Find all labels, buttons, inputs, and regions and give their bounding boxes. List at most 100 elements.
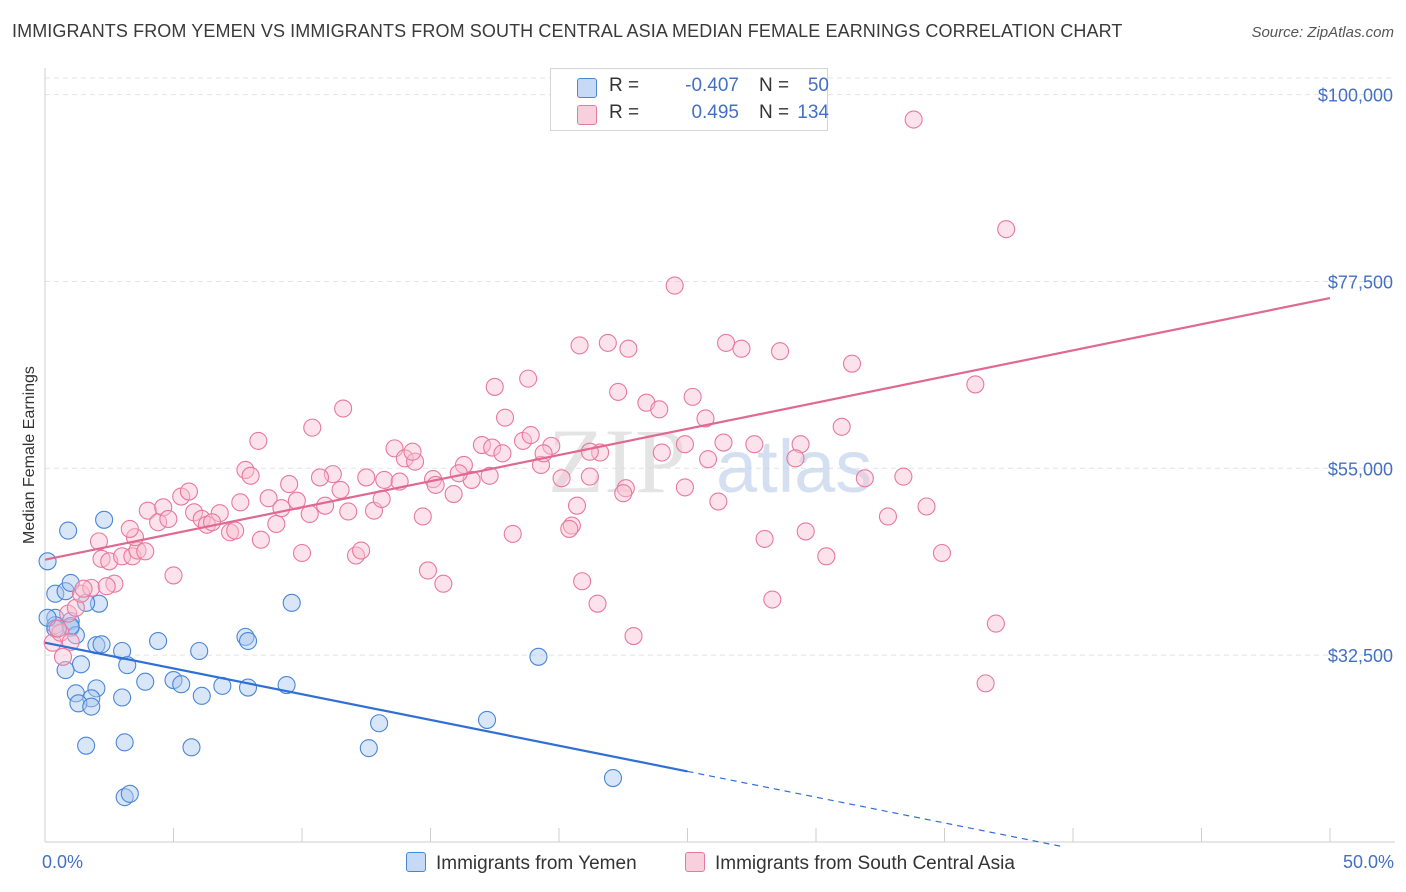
- yemen-point: [529, 647, 548, 666]
- south-central-asia-point: [292, 543, 312, 563]
- south-central-asia-point: [303, 418, 322, 437]
- x-tick-label-min: 0.0%: [42, 852, 84, 872]
- legend-r-value: 0.495: [691, 102, 739, 123]
- south-central-asia-point: [480, 466, 499, 485]
- correlation-legend: R = -0.407 N = 50 R = 0.495 N = 134: [550, 68, 829, 131]
- south-central-asia-point: [614, 484, 633, 503]
- yemen-point: [115, 733, 134, 752]
- south-central-asia-point: [580, 467, 599, 486]
- south-central-asia-point: [82, 578, 101, 597]
- yemen-point: [192, 686, 211, 705]
- south-central-asia-point: [66, 598, 85, 617]
- south-central-asia-point: [203, 513, 222, 532]
- south-central-asia-point: [675, 435, 694, 454]
- gridlines: [45, 77, 1395, 656]
- south-central-asia-point: [542, 436, 561, 455]
- y-tick-label: $77,500: [1328, 272, 1393, 292]
- south-central-asia-point: [418, 561, 437, 580]
- trend-lines: [44, 296, 1331, 847]
- south-central-asia-point: [179, 482, 198, 501]
- south-central-asia-point: [444, 484, 463, 504]
- yemen-point: [89, 594, 109, 613]
- south-central-asia-point: [609, 382, 628, 401]
- yemen-point: [59, 521, 78, 540]
- south-central-asia-point: [966, 375, 985, 394]
- south-central-asia-point: [434, 574, 453, 593]
- south-central-asia-point: [652, 443, 671, 462]
- trend-line-yemen-extension: [687, 770, 1061, 847]
- yemen-point: [238, 631, 258, 651]
- yemen-point: [115, 788, 134, 807]
- legend-r-label: R =: [609, 75, 640, 96]
- legend-n-label: N =: [759, 102, 790, 123]
- y-tick-label: $100,000: [1318, 86, 1393, 106]
- yemen-point: [71, 655, 91, 674]
- south-central-asia-point: [580, 442, 599, 461]
- south-central-asia-point: [745, 435, 764, 454]
- yemen-point: [82, 697, 101, 716]
- south-central-asia-point: [714, 433, 733, 452]
- south-central-asia-point: [267, 514, 286, 533]
- yemen-point: [149, 631, 168, 651]
- bottom-legend-yemen: Immigrants from Yemen: [406, 852, 637, 875]
- south-central-asia-point: [519, 369, 538, 388]
- south-central-asia-point: [495, 408, 515, 427]
- bottom-legend-label-yemen: Immigrants from Yemen: [436, 853, 637, 874]
- south-central-asia-point: [770, 342, 790, 361]
- south-central-asia-point: [932, 543, 951, 563]
- south-central-asia-point: [683, 387, 702, 406]
- south-central-asia-point: [796, 522, 815, 541]
- south-central-asia-point: [904, 110, 923, 129]
- yemen-point: [182, 738, 201, 757]
- yemen-point: [172, 675, 191, 694]
- yemen-point: [77, 736, 96, 755]
- south-central-asia-point: [48, 619, 67, 638]
- yemen-point: [87, 679, 106, 698]
- yemen-point: [359, 739, 378, 758]
- south-central-asia-point: [346, 546, 366, 565]
- south-central-asia-point: [562, 516, 581, 535]
- south-central-asia-point: [316, 496, 335, 515]
- south-central-asia-point: [272, 499, 291, 518]
- south-central-asia-point: [842, 354, 862, 373]
- south-central-asia-point: [570, 336, 589, 355]
- south-central-asia-point: [696, 409, 715, 428]
- south-central-asia-point: [493, 444, 512, 463]
- yemen-point: [136, 672, 155, 691]
- axes: [44, 68, 1395, 843]
- yemen-point: [477, 710, 497, 729]
- south-central-asia-point: [832, 417, 851, 436]
- south-central-asia-point: [786, 449, 805, 468]
- south-central-asia-point: [986, 614, 1005, 633]
- south-central-asia-point: [53, 647, 73, 666]
- south-central-asia-point: [138, 501, 157, 520]
- yemen-point: [56, 661, 75, 680]
- south-central-asia-point: [624, 627, 643, 646]
- south-central-asia-point: [917, 497, 936, 516]
- south-central-asia-point: [357, 468, 376, 487]
- trend-line-south-central-asia: [44, 296, 1331, 561]
- south-central-asia-point: [71, 584, 91, 603]
- yemen-point: [95, 510, 114, 529]
- yemen-point: [92, 635, 111, 654]
- south-central-asia-point: [164, 566, 183, 585]
- yemen-point: [120, 784, 139, 803]
- y-axis-title: Median Female Earnings: [21, 366, 38, 544]
- south-central-asia-point: [185, 503, 204, 522]
- south-central-asia-point: [894, 467, 913, 486]
- south-central-asia-point: [878, 507, 898, 526]
- south-central-asia-point: [375, 470, 394, 489]
- south-central-asia-point: [573, 572, 592, 591]
- legend-n-value: 134: [797, 102, 829, 123]
- south-central-asia-point: [560, 519, 579, 538]
- south-central-asia-point: [976, 674, 995, 693]
- y-tick-labels: $32,500 $55,000 $77,500 $100,000: [1318, 86, 1393, 667]
- south-central-asia-point: [716, 333, 736, 352]
- south-central-asia-point: [699, 450, 718, 469]
- bottom-legend-swatch-yemen: [406, 852, 426, 872]
- south-central-asia-point: [231, 493, 250, 512]
- yemen-point: [190, 641, 209, 661]
- south-central-asia-point: [210, 504, 229, 523]
- south-central-asia-point: [120, 519, 139, 538]
